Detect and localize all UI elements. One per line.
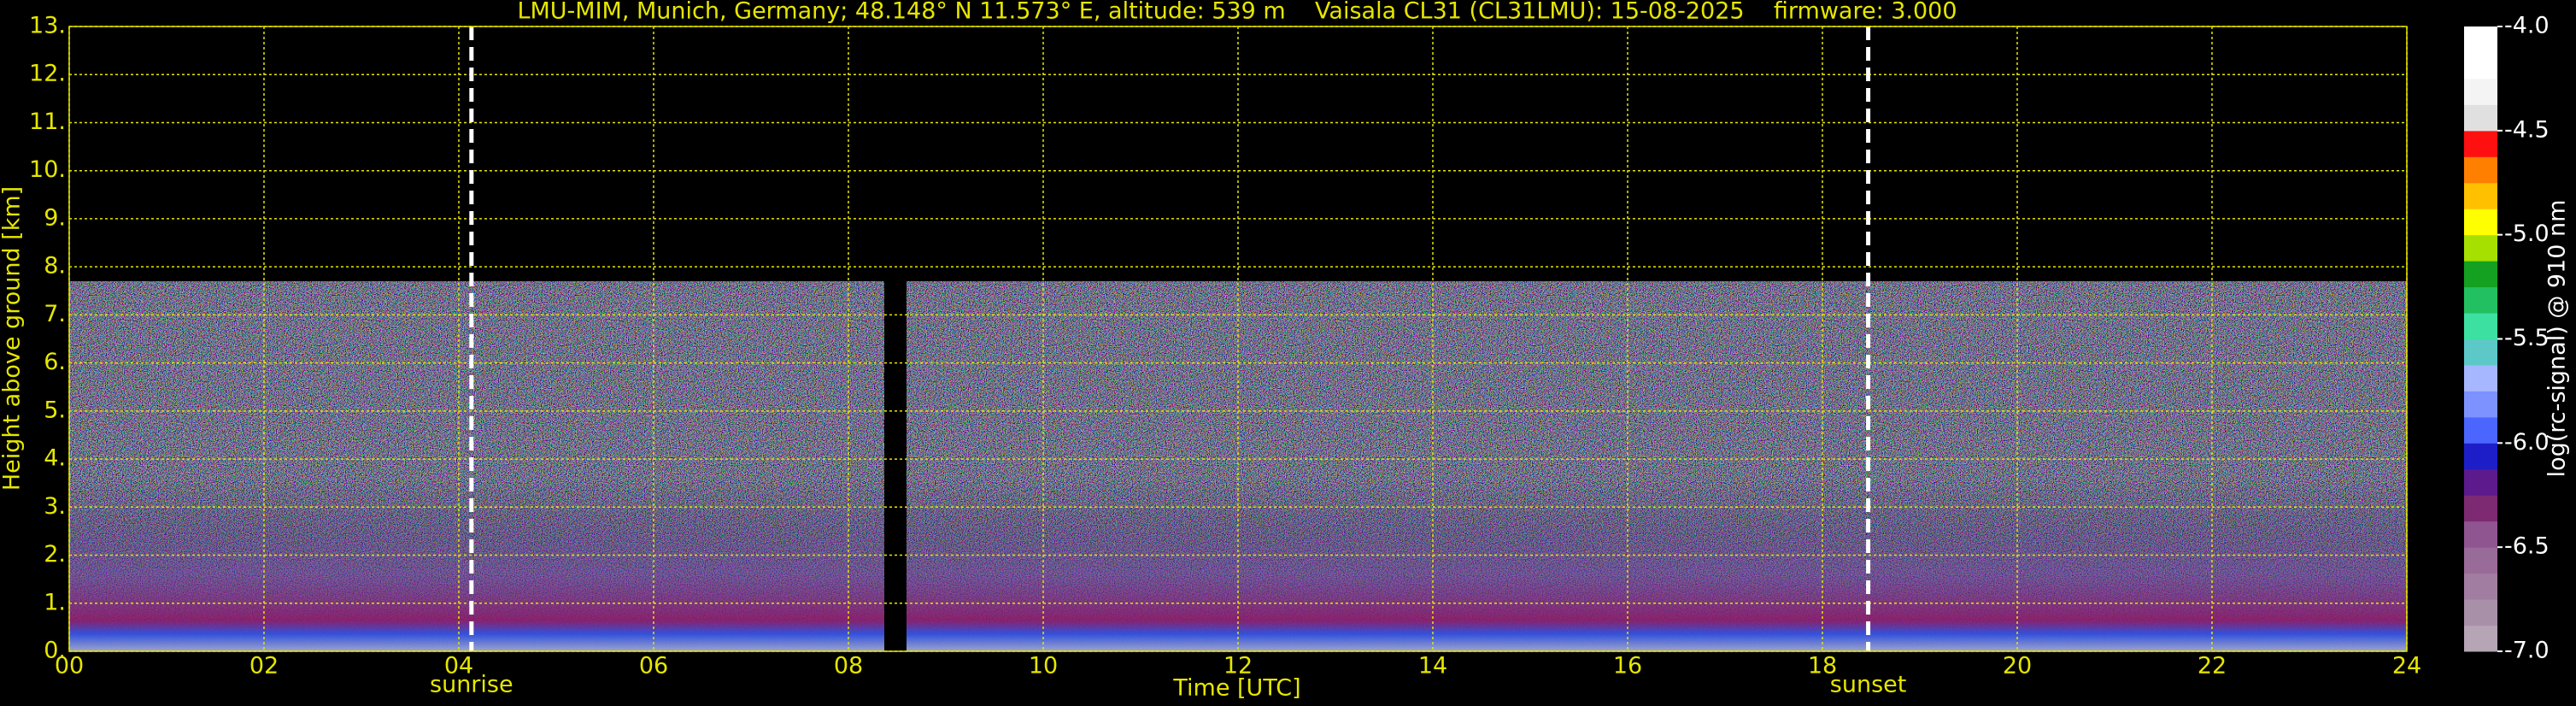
colorbar-segment xyxy=(2464,338,2497,366)
colorbar-segment xyxy=(2464,104,2497,132)
colorbar-segment xyxy=(2464,52,2497,79)
x-tick-label: 18 xyxy=(1808,653,1837,680)
y-axis-label: Height above ground [km] xyxy=(0,186,26,491)
x-tick-label: 24 xyxy=(2392,653,2421,680)
colorbar-segment xyxy=(2464,468,2497,496)
x-tick-label: 02 xyxy=(249,653,279,680)
colorbar-segment xyxy=(2464,313,2497,339)
x-tick-label: 20 xyxy=(2003,653,2032,680)
y-tick-label: 7. xyxy=(44,301,66,327)
colorbar-label: log(rc-signal) @ 910 nm xyxy=(2544,200,2571,478)
x-tick-label: 10 xyxy=(1029,653,1058,680)
y-tick-label: 1. xyxy=(44,589,66,615)
colorbar-segment xyxy=(2464,416,2497,444)
y-tick-label: 0. xyxy=(44,638,66,664)
x-tick-label: 08 xyxy=(834,653,863,680)
colorbar-segment xyxy=(2464,209,2497,236)
colorbar-segment xyxy=(2464,26,2497,53)
annotation-label: sunset xyxy=(1830,672,1907,698)
x-tick-label: 00 xyxy=(55,653,84,680)
x-tick-label: 12 xyxy=(1223,653,1253,680)
y-tick-label: 13. xyxy=(29,13,66,39)
y-tick-label: 12. xyxy=(29,61,66,87)
chart-title: LMU-MIM, Munich, Germany; 48.148° N 11.5… xyxy=(517,0,1957,25)
plot-frame xyxy=(68,26,2408,652)
y-tick-label: 3. xyxy=(44,493,66,520)
colorbar-tick-label: -4.0 xyxy=(2504,13,2550,39)
annotation-label: sunrise xyxy=(430,672,513,698)
colorbar-tick-label: -7.0 xyxy=(2504,638,2550,664)
colorbar-tick-label: -4.5 xyxy=(2504,116,2550,143)
y-tick-label: 5. xyxy=(44,397,66,423)
y-tick-label: 9. xyxy=(44,204,66,231)
x-tick-label: 06 xyxy=(639,653,668,680)
colorbar-segment xyxy=(2464,547,2497,574)
colorbar-tick-label: -6.0 xyxy=(2504,429,2550,456)
colorbar-segment xyxy=(2464,625,2497,652)
y-tick-label: 10. xyxy=(29,156,66,183)
y-tick-label: 2. xyxy=(44,541,66,568)
x-tick-label: 04 xyxy=(444,653,473,680)
colorbar-segment xyxy=(2464,130,2497,157)
colorbar-segment xyxy=(2464,391,2497,418)
y-tick-label: 6. xyxy=(44,349,66,375)
colorbar-segment xyxy=(2464,495,2497,522)
colorbar-segment xyxy=(2464,156,2497,184)
colorbar-segment xyxy=(2464,261,2497,288)
colorbar-segment xyxy=(2464,286,2497,314)
y-tick-label: 11. xyxy=(29,109,66,135)
colorbar-tick-label: -6.5 xyxy=(2504,533,2550,560)
y-tick-label: 8. xyxy=(44,253,66,279)
colorbar-segment xyxy=(2464,573,2497,600)
y-tick-label: 4. xyxy=(44,445,66,472)
x-tick-label: 14 xyxy=(1418,653,1447,680)
colorbar-segment xyxy=(2464,364,2497,391)
colorbar-segment xyxy=(2464,599,2497,627)
colorbar-segment xyxy=(2464,78,2497,105)
x-tick-label: 22 xyxy=(2198,653,2227,680)
x-axis-label: Time [UTC] xyxy=(1172,675,1300,702)
colorbar-segment xyxy=(2464,443,2497,470)
colorbar-segment xyxy=(2464,234,2497,262)
colorbar-tick-label: -5.5 xyxy=(2504,325,2550,351)
colorbar-segment xyxy=(2464,521,2497,548)
x-tick-label: 16 xyxy=(1613,653,1642,680)
colorbar-segment xyxy=(2464,182,2497,209)
colorbar-tick-label: -5.0 xyxy=(2504,221,2550,247)
